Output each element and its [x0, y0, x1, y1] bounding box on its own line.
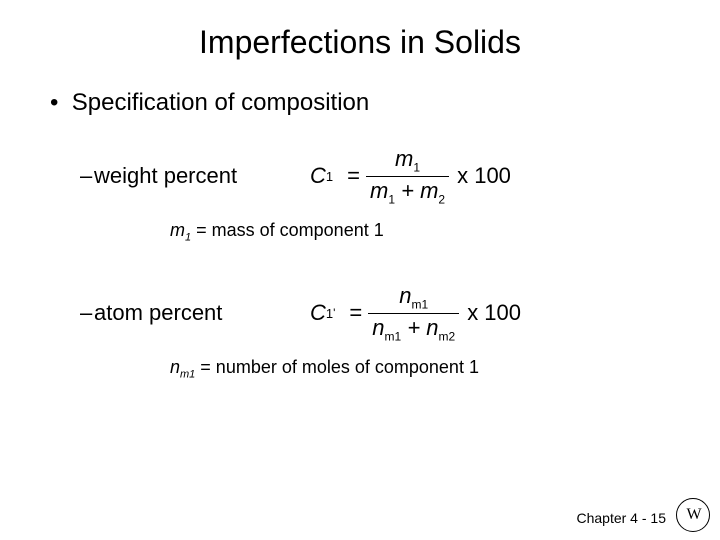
row-weight-percent: –weight percent C1 = m1 m1 + m2 x 100 [80, 147, 680, 206]
lhs-sym-atom: C [310, 300, 326, 326]
tail-weight: x 100 [457, 163, 511, 189]
formula-atom: C1' = nm1 nm1 + nm2 x 100 [310, 284, 521, 343]
lhs-sym: C [310, 163, 326, 189]
tail-atom: x 100 [467, 300, 521, 326]
formula-weight-lhs: C1 [310, 163, 333, 189]
page-title: Imperfections in Solids [40, 24, 680, 61]
note-atom: nm1 = number of moles of component 1 [170, 357, 680, 381]
formula-atom-lhs: C1' [310, 300, 335, 326]
fraction-weight-num: m1 [391, 147, 424, 174]
fraction-atom-num: nm1 [395, 284, 432, 311]
fraction-weight-den: m1 + m2 [366, 179, 449, 206]
slide: Imperfections in Solids • Specification … [0, 0, 720, 540]
formula-weight: C1 = m1 m1 + m2 x 100 [310, 147, 511, 206]
bullet-main: • Specification of composition [50, 89, 680, 117]
equals-sign: = [347, 163, 360, 189]
sub-bullet-weight: –weight percent [80, 163, 310, 189]
fraction-atom: nm1 nm1 + nm2 [368, 284, 459, 343]
footer-chapter: Chapter 4 - [576, 510, 646, 526]
fraction-weight: m1 m1 + m2 [366, 147, 449, 206]
footer-page: 15 [650, 510, 666, 526]
atom-label: atom percent [94, 300, 222, 325]
fraction-bar-atom [368, 313, 459, 314]
sub-bullet-atom: –atom percent [80, 300, 310, 326]
logo-icon: W [676, 498, 710, 532]
row-atom-percent: –atom percent C1' = nm1 nm1 + nm2 x 100 [80, 284, 680, 343]
bullet-main-text: Specification of composition [72, 89, 370, 116]
note-weight: m1 = mass of component 1 [170, 220, 680, 244]
fraction-bar [366, 176, 449, 177]
lhs-sub-atom: 1 [326, 306, 333, 321]
footer: Chapter 4 - 15 [576, 510, 666, 526]
fraction-atom-den: nm1 + nm2 [368, 316, 459, 343]
equals-sign-atom: = [349, 300, 362, 326]
publisher-logo: W [676, 498, 710, 532]
lhs-sub: 1 [326, 169, 333, 184]
weight-label: weight percent [94, 163, 237, 188]
